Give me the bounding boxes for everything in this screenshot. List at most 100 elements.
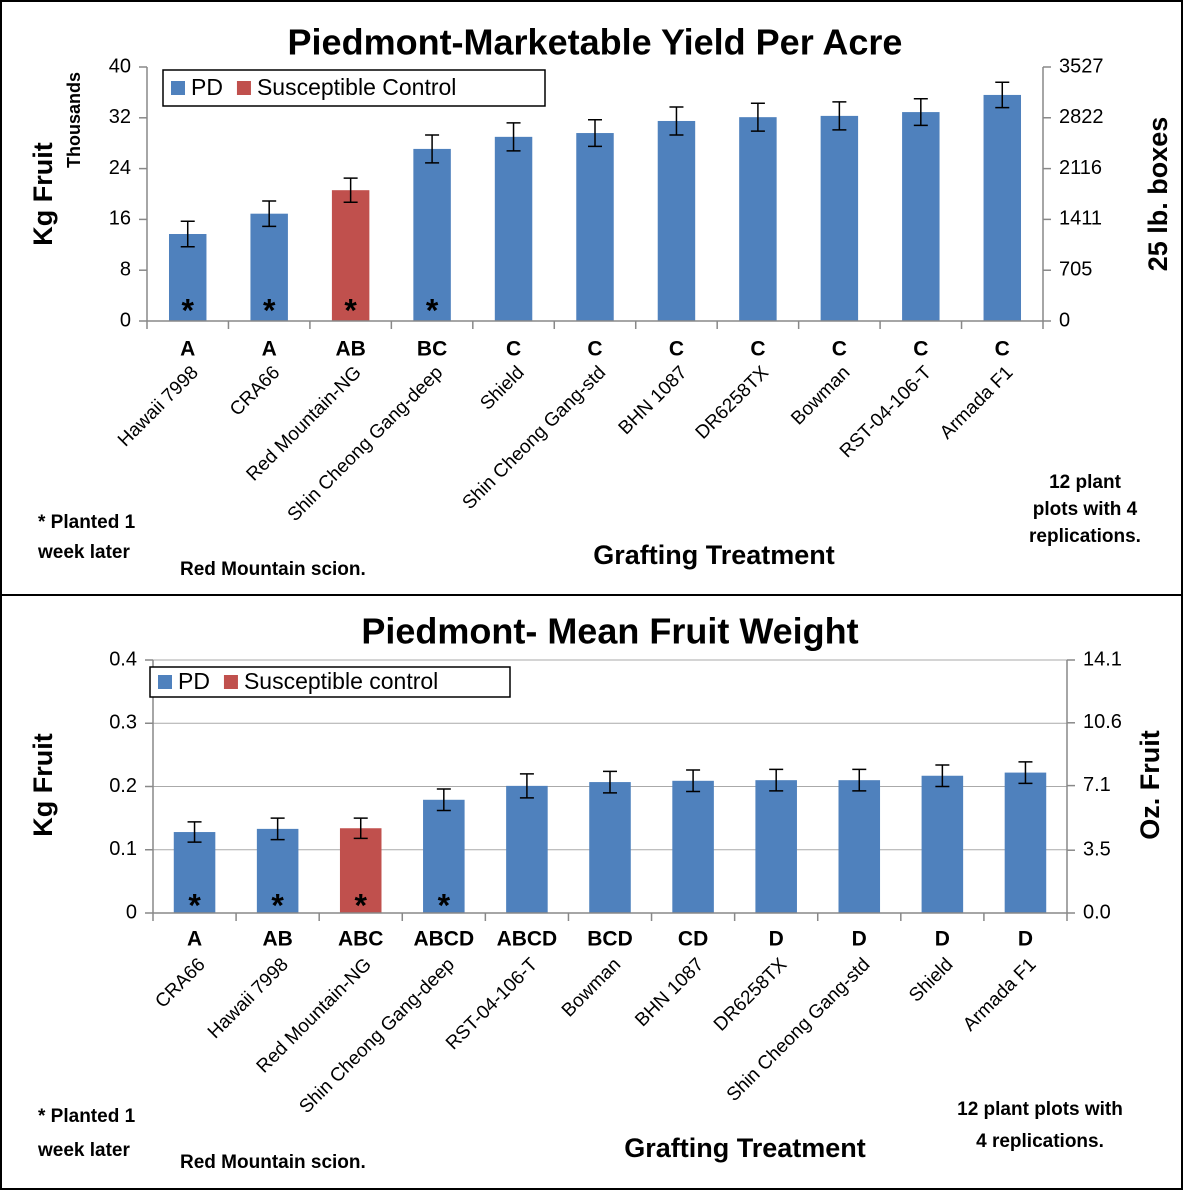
group-letter: AB <box>335 338 365 361</box>
y2-tick-label: 10.6 <box>1083 711 1122 733</box>
y2-tick-label: 3.5 <box>1083 838 1111 860</box>
bar <box>339 828 382 913</box>
y-tick-label: 0.3 <box>109 712 137 734</box>
x-tick-label: BHN 1087 <box>615 362 692 439</box>
annotation: 12 plant plots with <box>957 1099 1123 1120</box>
legend-label: Susceptible control <box>244 668 438 694</box>
bar <box>1004 772 1047 913</box>
annotation: * Planted 1 <box>38 1106 136 1127</box>
annotation: plots with 4 <box>1033 499 1138 520</box>
bar <box>576 133 614 321</box>
x-tick-label: Armada F1 <box>959 954 1040 1035</box>
x-tick-label: Bowman <box>558 954 625 1021</box>
y-tick-label: 0.4 <box>109 648 137 670</box>
group-letter: C <box>750 338 765 361</box>
y2-tick-label: 7.1 <box>1083 774 1111 796</box>
error-bar <box>603 770 617 794</box>
x-tick-label: Hawaii 7998 <box>204 954 293 1043</box>
group-letter: A <box>262 338 277 361</box>
bar <box>983 94 1022 321</box>
y-axis-label: Kg Fruit <box>28 733 58 836</box>
y-axis-label: Kg Fruit <box>28 142 58 245</box>
error-bar <box>353 817 368 840</box>
error-bar <box>769 768 784 792</box>
legend-label: Susceptible Control <box>257 74 456 100</box>
bar <box>739 117 777 321</box>
x-tick-label: Hawaii 7998 <box>114 362 203 451</box>
x-tick-label: Shield <box>476 362 528 414</box>
group-letter: C <box>669 338 684 361</box>
bar <box>173 832 216 913</box>
bar <box>506 785 548 913</box>
y2-tick-label: 2116 <box>1059 157 1102 179</box>
error-bar <box>750 102 765 132</box>
panel-border <box>0 594 1183 1190</box>
bar <box>755 780 797 913</box>
group-letter: D <box>935 928 950 951</box>
y2-tick-label: 0 <box>1059 309 1070 331</box>
x-tick-label: Shin Cheong Gang-std <box>723 954 875 1106</box>
significance-marker: * <box>188 887 201 923</box>
x-tick-label: Bowman <box>787 362 854 429</box>
annotation: * Planted 1 <box>38 512 136 533</box>
significance-marker: * <box>271 887 284 923</box>
y2-tick-label: 705 <box>1059 259 1092 281</box>
x-tick-label: BHN 1087 <box>631 954 708 1031</box>
group-letter: AB <box>262 928 292 951</box>
bar <box>672 780 714 913</box>
legend-swatch <box>171 81 185 95</box>
x-tick-label: Armada F1 <box>936 362 1017 443</box>
y2-tick-label: 1411 <box>1059 208 1102 230</box>
x-tick-label: DR6258TX <box>710 954 792 1036</box>
significance-marker: * <box>263 292 276 328</box>
error-bar <box>669 106 684 136</box>
error-bar <box>506 122 521 152</box>
y-tick-label: 32 <box>109 106 131 128</box>
bar <box>423 799 465 913</box>
error-bar <box>425 134 440 164</box>
x-axis-label: Grafting Treatment <box>593 540 835 570</box>
significance-marker: * <box>355 887 368 923</box>
x-tick-label: Shin Cheong Gang-deep <box>284 362 447 525</box>
y-tick-label: 0.2 <box>109 775 137 797</box>
y-tick-label: 24 <box>109 157 131 179</box>
chart-title: Piedmont-Marketable Yield Per Acre <box>288 22 903 63</box>
error-bar <box>995 81 1010 109</box>
group-letter: D <box>769 928 784 951</box>
group-letter: A <box>187 928 202 951</box>
group-letter: D <box>852 928 867 951</box>
error-bar <box>187 821 202 843</box>
group-letter: C <box>587 338 602 361</box>
group-letter: D <box>1018 928 1033 951</box>
bar <box>921 775 964 913</box>
y-tick-label: 0 <box>126 901 137 923</box>
error-bar <box>180 220 195 248</box>
legend-label: PD <box>191 74 223 100</box>
legend-swatch <box>236 81 251 95</box>
significance-marker: * <box>344 292 357 328</box>
annotation: week later <box>37 1140 130 1161</box>
group-letter: ABCD <box>497 928 558 951</box>
x-tick-label: Shin Cheong Gang-std <box>459 362 611 514</box>
group-letter: ABCD <box>413 928 474 951</box>
x-tick-label: CRA66 <box>151 954 209 1012</box>
y-tick-label: 40 <box>109 55 131 77</box>
group-letter: BC <box>417 338 447 361</box>
significance-marker: * <box>426 292 439 328</box>
x-tick-label: DR6258TX <box>692 362 774 444</box>
annotation: Red Mountain scion. <box>180 1152 366 1173</box>
group-letter: C <box>506 338 521 361</box>
error-bar <box>686 769 701 793</box>
annotation: Red Mountain scion. <box>180 559 366 580</box>
y-tick-label: 8 <box>120 258 131 280</box>
x-tick-label: Shin Cheong Gang-deep <box>295 954 458 1117</box>
group-letter: ABC <box>338 928 384 951</box>
chart-title: Piedmont- Mean Fruit Weight <box>361 611 858 652</box>
x-axis-label: Grafting Treatment <box>624 1133 866 1163</box>
legend-label: PD <box>178 668 210 694</box>
error-bar <box>519 773 534 799</box>
y2-axis-label: 25 lb. boxes <box>1143 117 1173 272</box>
bar <box>250 213 288 321</box>
error-bar <box>262 200 277 228</box>
